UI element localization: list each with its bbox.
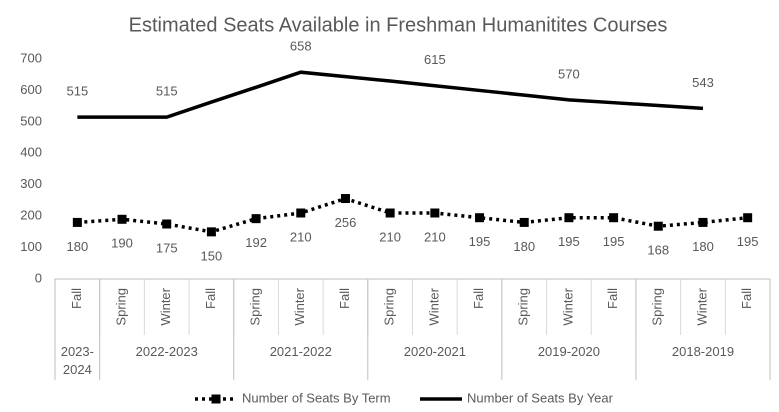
- marker: [698, 217, 708, 227]
- data-label: 180: [513, 239, 535, 254]
- x-tick-label: Fall: [605, 288, 620, 309]
- x-tick-label: Spring: [382, 288, 397, 326]
- data-label: 210: [379, 229, 401, 244]
- y-tick-label: 100: [20, 239, 42, 254]
- marker: [296, 208, 306, 218]
- series-line: [77, 70, 704, 119]
- x-tick-label: Fall: [471, 288, 486, 309]
- x-tick-label: Winter: [158, 287, 173, 325]
- data-label: 210: [290, 229, 312, 244]
- x-tick-label: Winter: [694, 287, 709, 325]
- data-label: 210: [424, 229, 446, 244]
- marker: [206, 227, 216, 237]
- x-tick-label: Spring: [113, 288, 128, 326]
- x-tick-label: Spring: [516, 288, 531, 326]
- marker: [475, 213, 485, 223]
- data-label: 515: [156, 84, 178, 99]
- group-label: 2023-2024: [60, 344, 94, 377]
- x-tick-label: Winter: [292, 287, 307, 325]
- data-label: 256: [335, 215, 357, 230]
- marker: [117, 214, 127, 224]
- marker: [340, 194, 350, 204]
- data-label: 150: [201, 248, 223, 263]
- marker: [564, 213, 574, 223]
- data-label: 195: [469, 234, 491, 249]
- data-label: 195: [558, 234, 580, 249]
- data-label: 192: [245, 235, 267, 250]
- x-tick-label: Winter: [560, 287, 575, 325]
- x-tick-label: Winter: [426, 287, 441, 325]
- marker: [162, 219, 172, 229]
- marker: [385, 208, 395, 218]
- marker: [743, 213, 753, 223]
- y-tick-label: 300: [20, 176, 42, 191]
- data-label: 515: [66, 84, 88, 99]
- data-label: 180: [692, 239, 714, 254]
- data-label: 180: [66, 239, 88, 254]
- x-tick-label: Fall: [739, 288, 754, 309]
- data-label: 543: [692, 75, 714, 90]
- legend-label: Number of Seats By Year: [467, 390, 614, 405]
- y-tick-label: 200: [20, 208, 42, 223]
- data-label: 658: [290, 39, 312, 54]
- y-tick-label: 500: [20, 113, 42, 128]
- y-tick-label: 600: [20, 82, 42, 97]
- marker: [653, 221, 663, 231]
- marker: [609, 213, 619, 223]
- group-label: 2022-2023: [135, 344, 198, 359]
- data-label: 195: [737, 234, 759, 249]
- data-label: 175: [156, 240, 178, 255]
- x-tick-label: Spring: [650, 288, 665, 326]
- marker: [430, 208, 440, 218]
- x-tick-label: Fall: [69, 288, 84, 309]
- data-label: 570: [558, 66, 580, 81]
- data-label: 190: [111, 236, 133, 251]
- group-label: 2018-2019: [671, 344, 735, 359]
- data-label: 168: [647, 243, 669, 258]
- legend-marker: [211, 394, 221, 404]
- x-tick-label: Fall: [203, 288, 218, 309]
- y-tick-label: 0: [35, 270, 42, 285]
- legend-label: Number of Seats By Term: [242, 390, 391, 405]
- group-label: 2020-2021: [403, 344, 466, 359]
- y-tick-label: 400: [20, 145, 42, 160]
- marker: [519, 217, 529, 227]
- group-label: 2019-2020: [537, 344, 600, 359]
- y-tick-label: 700: [20, 50, 42, 65]
- data-label: 195: [603, 234, 625, 249]
- marker: [72, 217, 82, 227]
- group-label: 2021-2022: [269, 344, 332, 359]
- x-tick-label: Fall: [337, 288, 352, 309]
- series-line: [77, 196, 748, 234]
- data-label: 615: [424, 52, 446, 67]
- marker: [251, 214, 261, 224]
- x-tick-label: Spring: [248, 288, 263, 326]
- chart-title: Estimated Seats Available in Freshman Hu…: [129, 14, 668, 36]
